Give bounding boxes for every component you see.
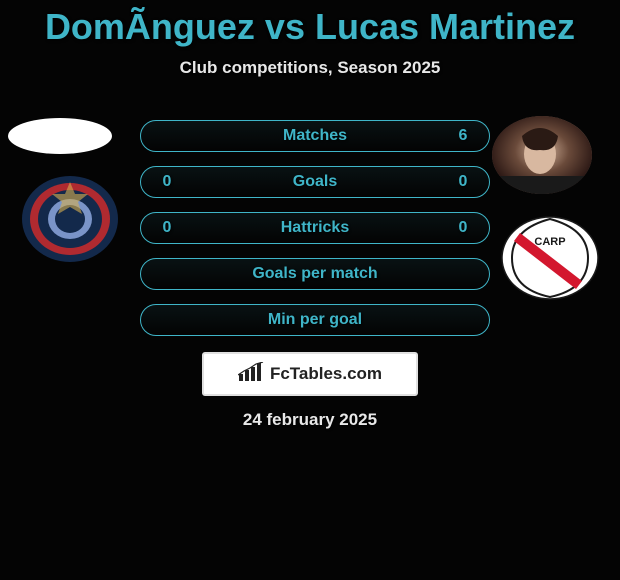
stat-row-gpm: Goals per match <box>140 258 490 290</box>
comparison-title: DomÃ­nguez vs Lucas Martinez <box>0 0 620 48</box>
stat-label: Min per goal <box>179 311 451 329</box>
stat-right-value: 0 <box>451 173 475 191</box>
stat-left-value: 0 <box>155 173 179 191</box>
stat-row-goals: 0 Goals 0 <box>140 166 490 198</box>
player-right-avatar <box>492 116 592 194</box>
stat-label: Hattricks <box>179 219 451 237</box>
stat-label: Goals per match <box>179 265 451 283</box>
stat-left-value: 0 <box>155 219 179 237</box>
stat-row-hattricks: 0 Hattricks 0 <box>140 212 490 244</box>
stat-right-value: 6 <box>451 127 475 145</box>
watermark-box: FcTables.com <box>202 352 418 396</box>
stat-label: Goals <box>179 173 451 191</box>
footer-date: 24 february 2025 <box>0 410 620 430</box>
club-left-badge <box>20 174 120 264</box>
watermark-text: FcTables.com <box>270 364 382 384</box>
stat-row-matches: Matches 6 <box>140 120 490 152</box>
svg-text:CARP: CARP <box>534 236 565 248</box>
stat-label: Matches <box>179 127 451 145</box>
player-left-avatar <box>8 118 112 154</box>
stat-right-value: 0 <box>451 219 475 237</box>
bar-ascending-icon <box>238 362 264 387</box>
stats-table: Matches 6 0 Goals 0 0 Hattricks 0 Goals … <box>140 120 490 350</box>
comparison-subtitle: Club competitions, Season 2025 <box>0 58 620 78</box>
club-right-badge: CARP <box>500 215 600 301</box>
stat-row-mpg: Min per goal <box>140 304 490 336</box>
